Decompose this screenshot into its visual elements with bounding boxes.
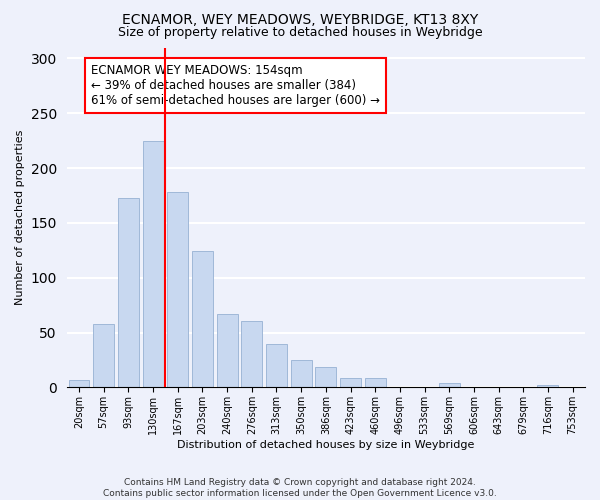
Bar [118,198,139,388]
Bar [290,360,311,388]
Bar [68,380,89,388]
X-axis label: Distribution of detached houses by size in Weybridge: Distribution of detached houses by size … [177,440,475,450]
Bar [241,320,262,388]
Bar [340,378,361,388]
Text: Size of property relative to detached houses in Weybridge: Size of property relative to detached ho… [118,26,482,39]
Bar [167,192,188,388]
Text: Contains HM Land Registry data © Crown copyright and database right 2024.
Contai: Contains HM Land Registry data © Crown c… [103,478,497,498]
Bar [192,252,213,388]
Bar [316,366,337,388]
Bar [143,140,164,388]
Text: ECNAMOR, WEY MEADOWS, WEYBRIDGE, KT13 8XY: ECNAMOR, WEY MEADOWS, WEYBRIDGE, KT13 8X… [122,12,478,26]
Bar [365,378,386,388]
Bar [439,383,460,388]
Bar [538,385,559,388]
Y-axis label: Number of detached properties: Number of detached properties [15,130,25,305]
Bar [93,324,114,388]
Bar [217,314,238,388]
Text: ECNAMOR WEY MEADOWS: 154sqm
← 39% of detached houses are smaller (384)
61% of se: ECNAMOR WEY MEADOWS: 154sqm ← 39% of det… [91,64,380,107]
Bar [266,344,287,388]
